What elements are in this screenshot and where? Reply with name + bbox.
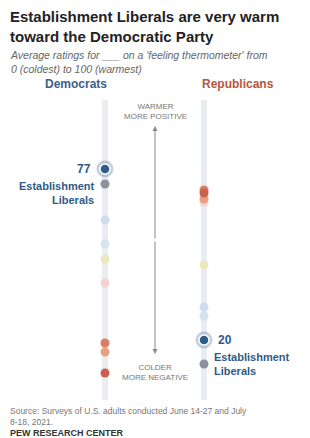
svg-text:COLDERMORE NEGATIVE: COLDERMORE NEGATIVE (122, 363, 188, 382)
svg-text:Average ratings for ___ on a ': Average ratings for ___ on a 'feeling th… (10, 49, 268, 75)
svg-text:PEW RESEARCH CENTER: PEW RESEARCH CENTER (10, 428, 124, 438)
svg-text:Establishment Liberals are ver: Establishment Liberals are very warmtowa… (10, 8, 279, 45)
svg-text:Source: Surveys of U.S. adults: Source: Surveys of U.S. adults conducted… (10, 406, 247, 427)
svg-text:WARMERMORE POSITIVE: WARMERMORE POSITIVE (124, 102, 187, 121)
svg-text:20: 20 (218, 333, 232, 347)
svg-text:77: 77 (77, 162, 91, 176)
svg-text:EstablishmentLiberals: EstablishmentLiberals (19, 180, 95, 206)
svg-text:Republicans: Republicans (202, 77, 274, 91)
svg-text:EstablishmentLiberals: EstablishmentLiberals (214, 351, 290, 377)
svg-text:Democrats: Democrats (45, 77, 107, 91)
